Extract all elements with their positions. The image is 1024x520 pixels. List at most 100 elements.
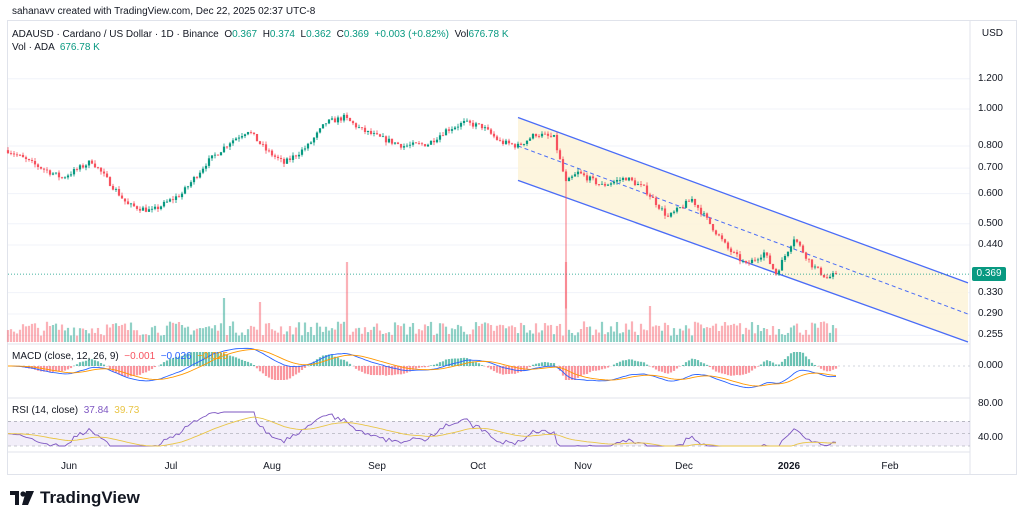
volume-bar	[117, 325, 121, 342]
macd-histogram-bar	[804, 356, 808, 366]
candle	[141, 207, 145, 211]
candle	[624, 177, 628, 181]
macd-histogram-bar	[624, 360, 628, 366]
volume-bar	[630, 321, 634, 342]
macd-histogram-bar	[243, 360, 247, 366]
volume-bar	[612, 331, 616, 342]
low-label: L	[300, 29, 307, 40]
candle	[228, 143, 232, 147]
volume-bar	[417, 329, 421, 342]
macd-histogram-bar	[720, 366, 724, 374]
macd-legend[interactable]: MACD (close, 12, 26, 9) −0.001 −0.026 −0…	[12, 351, 228, 362]
macd-histogram-bar	[393, 366, 397, 375]
volume-bar	[75, 335, 79, 342]
indicator-axis-tick: 40.00	[977, 432, 1003, 443]
candle	[675, 207, 679, 212]
volume-bar	[687, 328, 691, 342]
candle	[81, 165, 85, 168]
candle	[525, 140, 529, 144]
volume-bar	[435, 333, 439, 342]
candle	[231, 140, 235, 144]
macd-histogram-bar	[771, 362, 775, 366]
tradingview-logo[interactable]: TradingView	[10, 488, 140, 508]
volume-bar	[246, 329, 250, 342]
volume-bar	[717, 330, 721, 342]
volume-bar	[240, 332, 244, 342]
x-axis-tick: Feb	[881, 461, 899, 472]
candle	[315, 132, 319, 138]
y-axis-tick: 0.800	[977, 139, 1003, 151]
volume-bar	[723, 322, 727, 342]
macd-histogram-bar	[435, 363, 439, 366]
candle	[309, 142, 313, 144]
candle	[387, 138, 391, 143]
candle	[630, 177, 634, 181]
candle	[435, 139, 439, 143]
macd-histogram-bar	[132, 366, 136, 376]
candle	[234, 138, 238, 141]
macd-histogram-bar	[831, 366, 835, 370]
candle	[318, 128, 322, 133]
volume-bar	[24, 326, 28, 342]
candle	[117, 189, 121, 196]
macd-histogram-bar	[588, 366, 592, 373]
open-label: O	[224, 29, 233, 40]
volume-bar	[492, 330, 496, 342]
macd-histogram-bar	[63, 366, 67, 371]
volume-bar	[663, 322, 667, 342]
candle	[594, 178, 598, 185]
candle	[477, 123, 481, 125]
candle	[495, 136, 499, 140]
macd-histogram-bar	[603, 366, 607, 369]
volume-bar	[741, 334, 745, 342]
symbol-legend[interactable]: ADAUSD · Cardano / US Dollar · 1D · Bina…	[12, 29, 509, 40]
candle	[27, 159, 31, 160]
volume-bar	[528, 330, 532, 342]
macd-histogram-bar	[537, 363, 541, 366]
candle	[801, 245, 805, 253]
macd-histogram-bar	[636, 361, 640, 366]
rsi-legend[interactable]: RSI (14, close) 37.84 39.73	[12, 405, 139, 416]
volume-bar	[714, 323, 718, 342]
macd-histogram-bar	[543, 361, 547, 366]
candle	[702, 213, 706, 215]
macd-histogram-bar	[450, 358, 454, 366]
macd-histogram-bar	[135, 366, 139, 376]
volume-bar	[585, 327, 589, 342]
candle	[417, 143, 421, 144]
vol-label: Vol	[454, 29, 469, 40]
candle	[306, 143, 310, 149]
volume-bar	[207, 326, 211, 342]
volume-bar	[657, 325, 661, 342]
macd-histogram-bar	[99, 362, 103, 366]
y-axis-tick: 0.700	[977, 162, 1003, 174]
candle	[438, 135, 442, 140]
macd-histogram-bar	[117, 366, 121, 375]
volume-legend[interactable]: Vol · ADA 676.78 K	[12, 42, 100, 53]
macd-histogram-bar	[621, 360, 625, 366]
volume-bar	[12, 331, 16, 342]
macd-histogram-bar	[531, 364, 535, 366]
candle	[285, 158, 289, 164]
candle	[648, 194, 652, 197]
candle	[273, 155, 277, 157]
volume-bar	[624, 323, 628, 342]
candle	[333, 118, 337, 123]
macd-histogram-bar	[111, 366, 115, 372]
volume-bar	[228, 325, 232, 342]
macd-histogram-bar	[741, 366, 745, 375]
macd-histogram-bar	[150, 366, 154, 370]
volume-bar	[234, 332, 238, 342]
macd-histogram-bar	[801, 352, 805, 366]
volume-bar	[90, 328, 94, 342]
volume-bar	[480, 323, 484, 342]
volume-bar	[120, 324, 124, 342]
candle	[327, 119, 331, 124]
macd-histogram-bar	[186, 353, 190, 366]
macd-histogram-bar	[54, 366, 58, 372]
volume-bar	[705, 327, 709, 342]
volume-bar	[6, 330, 10, 342]
macd-histogram-bar	[162, 362, 166, 366]
macd-histogram-bar	[420, 366, 424, 368]
